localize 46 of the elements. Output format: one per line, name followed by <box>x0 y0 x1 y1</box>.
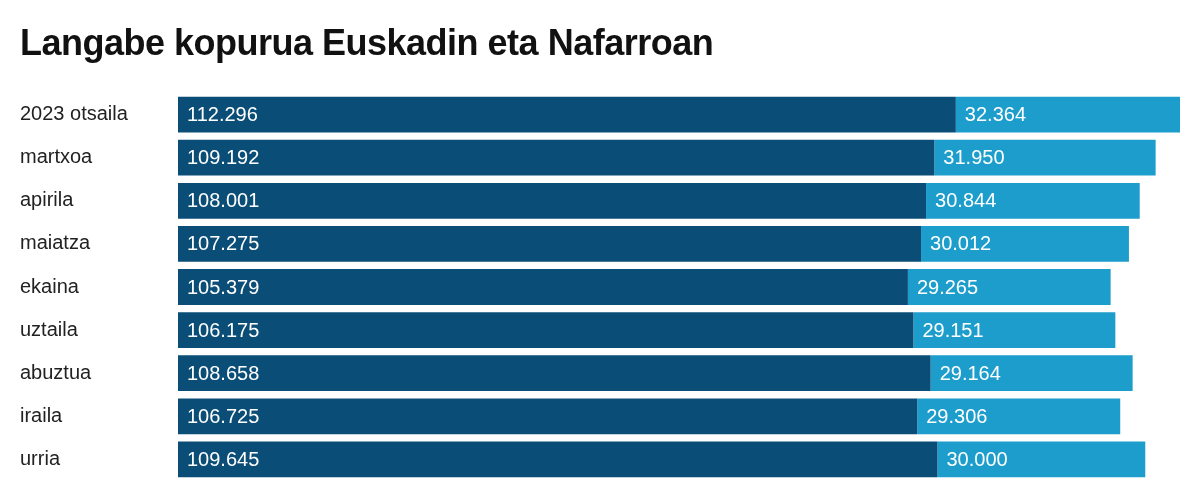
bar <box>178 182 927 219</box>
bar <box>921 226 1129 262</box>
y-tick-label: abuztua <box>20 360 93 383</box>
bar <box>934 139 1156 176</box>
data-label: 29.151 <box>922 318 984 341</box>
bar <box>907 269 1111 305</box>
y-tick-label: maiatza <box>20 231 91 254</box>
data-label: 31.950 <box>943 146 1005 169</box>
bar <box>178 226 922 262</box>
data-label: 29.306 <box>926 404 988 427</box>
data-label: 108.001 <box>187 189 260 212</box>
data-label: 107.275 <box>187 232 260 255</box>
data-label: 30.000 <box>946 447 1008 470</box>
chart-title: Langabe kopurua Euskadin eta Nafarroan <box>20 22 714 64</box>
bar <box>937 441 1146 478</box>
bar <box>926 182 1140 219</box>
y-tick-label: uztaila <box>20 317 79 340</box>
bar <box>178 269 908 305</box>
data-label: 32.364 <box>964 103 1026 126</box>
bar <box>930 355 1133 392</box>
data-label: 30.012 <box>930 232 992 255</box>
y-tick-label: apirila <box>20 188 75 211</box>
bar <box>178 96 956 133</box>
y-tick-label: 2023 otsaila <box>20 102 129 125</box>
y-tick-label: martxoa <box>20 145 94 168</box>
data-label: 106.725 <box>187 404 260 427</box>
data-label: 109.645 <box>187 447 260 470</box>
bar <box>178 355 931 392</box>
bar <box>178 139 935 176</box>
data-label: 106.175 <box>187 318 260 341</box>
bar <box>913 312 1116 348</box>
bar <box>178 312 914 348</box>
data-label: 112.296 <box>187 103 258 126</box>
bar <box>917 398 1121 435</box>
data-label: 30.844 <box>935 189 997 212</box>
y-tick-label: ekaina <box>20 274 80 297</box>
data-label: 29.265 <box>916 275 979 298</box>
data-label: 108.658 <box>187 361 260 384</box>
bar <box>178 398 918 435</box>
y-tick-label: iraila <box>20 403 64 426</box>
bar <box>955 96 1180 133</box>
y-tick-label: urria <box>20 446 61 469</box>
data-label: 105.379 <box>187 275 260 298</box>
data-label: 109.192 <box>187 146 260 169</box>
data-label: 29.164 <box>939 361 1001 384</box>
bar <box>178 441 938 478</box>
